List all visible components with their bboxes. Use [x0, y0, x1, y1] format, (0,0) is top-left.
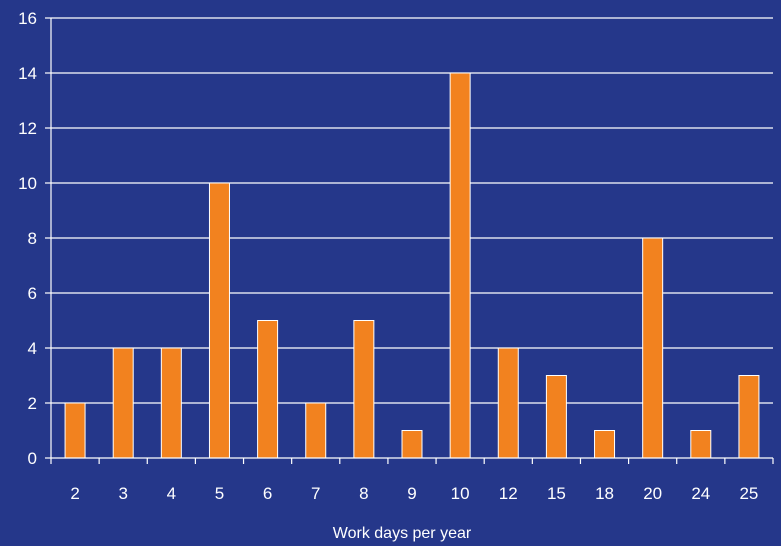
bar-15 — [545, 375, 567, 459]
x-tick-label: 10 — [451, 484, 470, 503]
bar-3 — [112, 347, 134, 459]
x-tick-label: 3 — [118, 484, 127, 503]
x-tick-label: 25 — [739, 484, 758, 503]
y-tick-label: 12 — [18, 119, 37, 138]
bar-2 — [64, 402, 86, 459]
x-tick-label: 9 — [407, 484, 416, 503]
y-tick-label: 0 — [28, 449, 37, 468]
bar-20 — [642, 237, 664, 459]
bar-7 — [305, 402, 327, 459]
x-axis-label: Work days per year — [333, 525, 472, 542]
bar-24 — [690, 430, 712, 459]
bar-18 — [594, 430, 616, 459]
x-tick-label: 18 — [595, 484, 614, 503]
y-tick-label: 8 — [28, 229, 37, 248]
y-tick-label: 10 — [18, 174, 37, 193]
y-tick-label: 16 — [18, 9, 37, 28]
x-tick-label: 5 — [215, 484, 224, 503]
bar-12 — [497, 347, 519, 459]
bars — [64, 72, 760, 459]
x-tick-label: 6 — [263, 484, 272, 503]
bar-6 — [257, 320, 279, 459]
x-tick-labels: 2 3 4 5 6 7 8 9 10 12 15 18 20 24 25 — [70, 484, 758, 503]
x-tick-label: 20 — [643, 484, 662, 503]
bar-10 — [449, 72, 471, 459]
y-tick-label: 4 — [28, 339, 37, 358]
y-tick-label: 14 — [18, 64, 37, 83]
bar-25 — [738, 375, 760, 459]
y-tick-labels: 0 2 4 6 8 10 12 14 16 — [18, 9, 37, 468]
x-tick-label: 12 — [499, 484, 518, 503]
bar-9 — [401, 430, 423, 459]
bar-8 — [353, 320, 375, 459]
y-tick-label: 6 — [28, 284, 37, 303]
x-tick-label: 4 — [167, 484, 176, 503]
x-tick-label: 2 — [70, 484, 79, 503]
gridlines — [51, 17, 773, 404]
x-tick-label: 7 — [311, 484, 320, 503]
axes — [45, 17, 774, 464]
y-tick-label: 2 — [28, 394, 37, 413]
x-tick-label: 15 — [547, 484, 566, 503]
x-tick-label: 8 — [359, 484, 368, 503]
x-tick-label: 24 — [691, 484, 710, 503]
bar-4 — [160, 347, 182, 459]
bar-5 — [208, 182, 230, 459]
